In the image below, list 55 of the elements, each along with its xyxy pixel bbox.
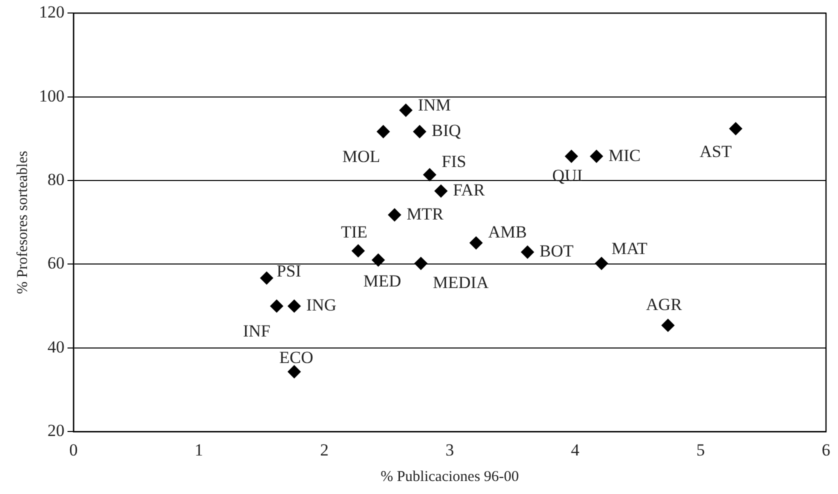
y-tick-label: 60 xyxy=(48,254,64,273)
y-tick-label: 120 xyxy=(39,2,64,22)
x-tick-label: 4 xyxy=(570,440,580,460)
annotation: FAR xyxy=(452,180,486,200)
y-tick-label: 100 xyxy=(39,86,64,106)
annotation: ECO xyxy=(279,348,314,368)
annotation: AST xyxy=(700,142,732,162)
y-tick-label: 20 xyxy=(48,421,64,440)
x-tick-label: 5 xyxy=(696,440,705,460)
point xyxy=(414,256,428,270)
annotation: AGR xyxy=(646,294,683,314)
annotation: MEDIA xyxy=(432,272,490,292)
point xyxy=(270,300,284,313)
point xyxy=(372,254,385,267)
point xyxy=(352,244,365,258)
point xyxy=(729,122,742,136)
annotation: MIC xyxy=(608,146,641,165)
annotation: BIQ xyxy=(432,121,461,140)
x-tick-label: 6 xyxy=(822,440,830,460)
x-axis-title: % Publicaciones 96-00 xyxy=(380,468,519,485)
point xyxy=(590,150,603,163)
point xyxy=(399,104,412,117)
point xyxy=(470,236,483,250)
point xyxy=(376,125,390,138)
annotation: PSI xyxy=(276,262,302,281)
point xyxy=(413,125,426,138)
annotation: TIE xyxy=(340,222,368,242)
annotation: INF xyxy=(242,322,270,341)
y-axis-title: % Profesores sorteables xyxy=(14,150,31,294)
y-tick-label: 40 xyxy=(48,337,64,356)
point xyxy=(388,208,402,222)
x-tick-label: 0 xyxy=(69,440,78,460)
point xyxy=(521,246,534,259)
point xyxy=(423,168,436,182)
point xyxy=(434,184,448,198)
point xyxy=(260,272,274,285)
annotation: MTR xyxy=(406,204,444,224)
annotation: QUI xyxy=(552,166,583,185)
point xyxy=(595,256,608,270)
annotation: ING xyxy=(306,296,336,315)
annotation: BOT xyxy=(540,242,574,261)
x-tick-label: 1 xyxy=(194,440,204,460)
annotation: FIS xyxy=(442,152,466,172)
point xyxy=(288,300,301,313)
annotation: INM xyxy=(418,96,451,115)
annotation: AMB xyxy=(488,222,527,242)
point xyxy=(564,150,578,163)
annotation: MAT xyxy=(612,238,648,258)
annotation: MED xyxy=(363,272,402,291)
point xyxy=(288,365,301,378)
point xyxy=(661,318,674,332)
y-tick-label: 80 xyxy=(48,170,64,190)
x-tick-label: 3 xyxy=(446,440,454,460)
annotation: MOL xyxy=(342,147,380,166)
x-tick-label: 2 xyxy=(320,440,329,460)
